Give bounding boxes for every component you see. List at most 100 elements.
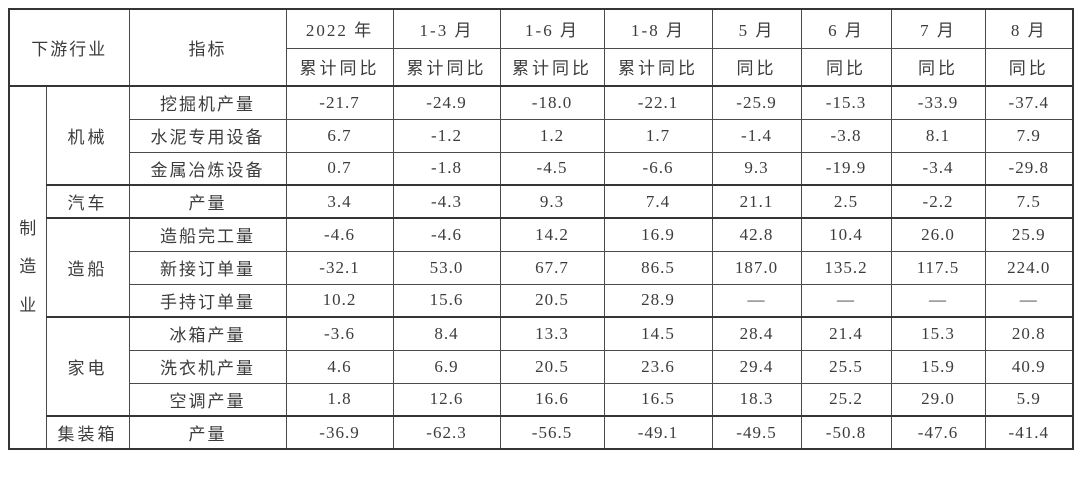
value-cell: -32.1 (285, 250, 394, 285)
column-header-metric-aug: 同比 (984, 47, 1074, 87)
value-cell: 15.3 (890, 316, 986, 351)
value-cell: — (800, 283, 892, 318)
value-cell: 26.0 (890, 217, 986, 252)
table-row: 集装箱 产量 -36.9 -62.3 -56.5 -49.1 -49.5 -50.8 -47.6… (9, 415, 1074, 450)
value-cell: -6.6 (603, 151, 713, 186)
value-cell: -18.0 (499, 85, 605, 120)
value-cell: 9.3 (499, 184, 605, 219)
sector-cell: 制造业 (8, 85, 47, 450)
value-cell: 2.5 (800, 184, 892, 219)
column-header-metric-1-3: 累计同比 (392, 47, 501, 87)
industry-cell: 造船 (45, 217, 130, 318)
table-row: 水泥专用设备 6.7 -1.2 1.2 1.7 -1.4 -3.8 8.1 7.9 (9, 118, 1074, 153)
indicator-cell: 挖掘机产量 (128, 85, 287, 120)
column-header-period-may: 5 月 (711, 8, 802, 49)
value-cell: -47.6 (890, 415, 986, 450)
value-cell: -3.6 (285, 316, 394, 351)
industry-cell: 机械 (45, 85, 130, 186)
value-cell: 42.8 (711, 217, 802, 252)
column-header-period-1-8: 1-8 月 (603, 8, 713, 49)
column-header-metric-2022: 累计同比 (285, 47, 394, 87)
value-cell: 20.5 (499, 349, 605, 384)
value-cell: -37.4 (984, 85, 1074, 120)
column-header-metric-1-8: 累计同比 (603, 47, 713, 87)
value-cell: -21.7 (285, 85, 394, 120)
table-row: 汽车 产量 3.4 -4.3 9.3 7.4 21.1 2.5 -2.2 7.5 (9, 184, 1074, 219)
value-cell: 14.5 (603, 316, 713, 351)
value-cell: -62.3 (392, 415, 501, 450)
industry-cell: 汽车 (45, 184, 130, 219)
table-row: 造船 造船完工量 -4.6 -4.6 14.2 16.9 42.8 10.4 26.0 25.9 (9, 217, 1074, 318)
value-cell: 25.9 (984, 217, 1074, 252)
column-header-period-2022: 2022 年 (285, 8, 394, 49)
header-row-metrics: 累计同比 累计同比 累计同比 累计同比 同比 同比 同比 同比 (9, 47, 1074, 87)
column-header-period-jun: 6 月 (800, 8, 892, 49)
value-cell: -4.3 (392, 184, 501, 219)
header-downstream-industry: 下游行业 (8, 8, 130, 87)
value-cell: 21.4 (800, 316, 892, 351)
value-cell: 86.5 (603, 250, 713, 285)
header-indicator: 指标 (128, 8, 287, 87)
value-cell: 21.1 (711, 184, 802, 219)
value-cell: — (984, 283, 1074, 318)
value-cell: 67.7 (499, 250, 605, 285)
table-row: 金属冶炼设备 0.7 -1.8 -4.5 -6.6 9.3 -19.9 -3.4 -29.8 (9, 151, 1074, 186)
table-row: 洗衣机产量 4.6 6.9 20.5 23.6 29.4 25.5 15.9 40.9 (9, 349, 1074, 384)
table-row: 制造业 机械 挖掘机产量 -21.7 -24.9 -18.0 -22.1 -25.9 -15.3… (8, 85, 1074, 450)
value-cell: 8.4 (392, 316, 501, 351)
value-cell: 18.3 (711, 382, 802, 417)
value-cell: 4.6 (285, 349, 394, 384)
indicator-cell: 新接订单量 (128, 250, 287, 285)
column-header-metric-jul: 同比 (890, 47, 986, 87)
value-cell: 1.8 (285, 382, 394, 417)
value-cell: 1.2 (499, 118, 605, 153)
value-cell: 40.9 (984, 349, 1074, 384)
value-cell: 16.5 (603, 382, 713, 417)
column-header-metric-1-6: 累计同比 (499, 47, 605, 87)
value-cell: -4.6 (285, 217, 394, 252)
indicator-cell: 空调产量 (128, 382, 287, 417)
value-cell: 224.0 (984, 250, 1074, 285)
value-cell: 10.4 (800, 217, 892, 252)
indicator-cell: 金属冶炼设备 (128, 151, 287, 186)
table-row: 新接订单量 -32.1 53.0 67.7 86.5 187.0 135.2 117.5 224… (9, 250, 1074, 285)
value-cell: -1.4 (711, 118, 802, 153)
value-cell: -19.9 (800, 151, 892, 186)
value-cell: 16.6 (499, 382, 605, 417)
sector-label-vertical: 制造业 (19, 219, 37, 315)
value-cell: 5.9 (984, 382, 1074, 417)
value-cell: -36.9 (285, 415, 394, 450)
column-header-period-1-3: 1-3 月 (392, 8, 501, 49)
value-cell: 23.6 (603, 349, 713, 384)
value-cell: 14.2 (499, 217, 605, 252)
value-cell: -1.8 (392, 151, 501, 186)
value-cell: -4.6 (392, 217, 501, 252)
indicator-cell: 水泥专用设备 (128, 118, 287, 153)
value-cell: -25.9 (711, 85, 802, 120)
value-cell: 6.7 (285, 118, 394, 153)
value-cell: 117.5 (890, 250, 986, 285)
value-cell: -4.5 (499, 151, 605, 186)
value-cell: -49.5 (711, 415, 802, 450)
value-cell: 28.9 (603, 283, 713, 318)
value-cell: 25.5 (800, 349, 892, 384)
value-cell: 12.6 (392, 382, 501, 417)
value-cell: -22.1 (603, 85, 713, 120)
industry-cell: 家电 (45, 316, 130, 417)
table-row: 家电 冰箱产量 -3.6 8.4 13.3 14.5 28.4 21.4 15.3 20.8 (9, 316, 1074, 417)
column-header-period-aug: 8 月 (984, 8, 1074, 49)
value-cell: 25.2 (800, 382, 892, 417)
indicator-cell: 手持订单量 (128, 283, 287, 318)
column-header-metric-jun: 同比 (800, 47, 892, 87)
value-cell: 20.8 (984, 316, 1074, 351)
value-cell: -56.5 (499, 415, 605, 450)
value-cell: -24.9 (392, 85, 501, 120)
value-cell: — (890, 283, 986, 318)
table-row: 手持订单量 10.2 15.6 20.5 28.9— — — — (9, 283, 1074, 318)
value-cell: 7.4 (603, 184, 713, 219)
value-cell: -3.4 (890, 151, 986, 186)
value-cell: 187.0 (711, 250, 802, 285)
value-cell: -1.2 (392, 118, 501, 153)
value-cell: -49.1 (603, 415, 713, 450)
column-header-metric-may: 同比 (711, 47, 802, 87)
